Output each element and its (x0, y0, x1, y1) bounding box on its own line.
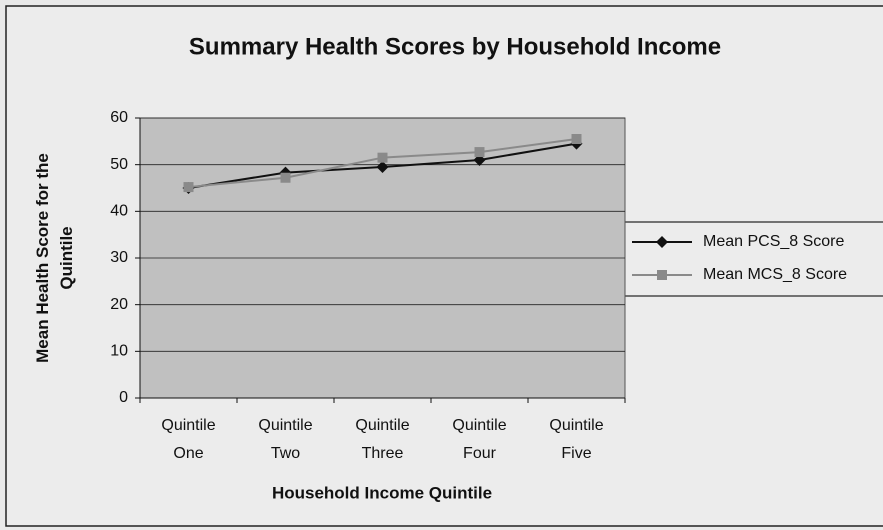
y-tick-label: 30 (110, 249, 128, 266)
x-tick-label: Quintile Four (452, 417, 506, 462)
chart-title: Summary Health Scores by Household Incom… (189, 33, 721, 60)
marker (377, 152, 388, 163)
marker (474, 147, 485, 158)
marker (376, 161, 389, 173)
y-tick-label: 0 (119, 389, 128, 406)
y-tick-label: 20 (110, 296, 128, 313)
legend-box (619, 221, 883, 297)
legend-label: Mean MCS_8 Score (703, 266, 847, 283)
x-tick-label: Quintile Three (355, 417, 409, 462)
y-tick-label: 40 (110, 203, 128, 220)
y-tick-label: 50 (110, 156, 128, 173)
marker (571, 134, 582, 144)
x-tick-label: Quintile Five (549, 417, 603, 462)
y-tick-label: 10 (110, 343, 128, 360)
y-axis-label: Mean Health Score for the Quintile (33, 153, 76, 363)
x-tick-label: Quintile One (161, 417, 215, 462)
legend-label: Mean PCS_8 Score (703, 233, 845, 250)
x-tick-label: Quintile Two (258, 417, 312, 462)
marker (656, 236, 668, 248)
x-axis-label: Household Income Quintile (272, 483, 492, 502)
marker (183, 182, 194, 193)
y-tick-label: 60 (110, 109, 128, 126)
marker (657, 270, 667, 280)
marker (280, 172, 291, 183)
